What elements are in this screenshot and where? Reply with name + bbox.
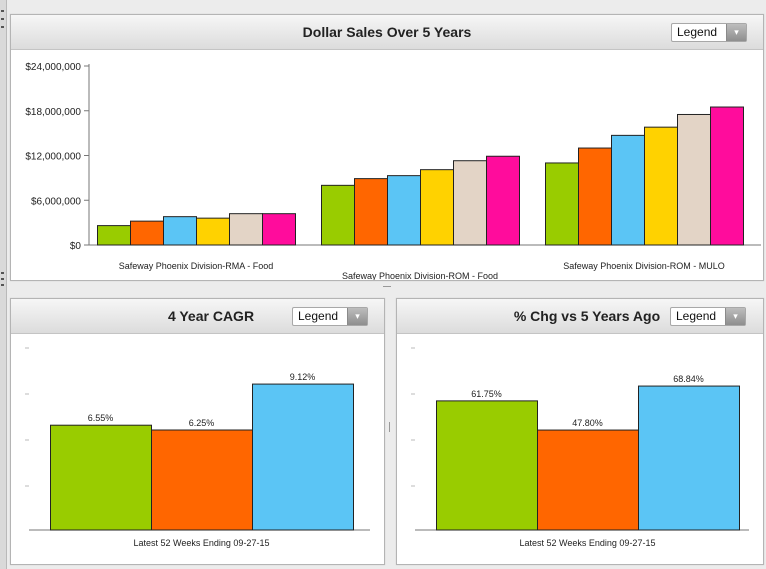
y-tick-label: $0	[70, 241, 82, 252]
edge-grip-mark	[1, 26, 4, 28]
dollar-sales-chart: $0 $6,000,000 $12,000,000 $18,000,000 $24,00…	[25, 62, 761, 280]
bar-1-4	[196, 217, 230, 246]
edge-grip-mark	[1, 10, 4, 12]
legend-dropdown[interactable]: Legend ▾	[292, 307, 368, 326]
bar-2-6	[486, 155, 520, 246]
legend-dropdown-label: Legend	[677, 25, 718, 39]
bar-2	[151, 429, 253, 531]
dollar-sales-panel: Dollar Sales Over 5 Years Legend ▾ $0 $6,…	[10, 14, 764, 281]
edge-grip-mark	[1, 278, 4, 280]
data-label: 9.12%	[290, 372, 316, 382]
bar-2-1	[321, 184, 355, 246]
panel-header: Dollar Sales Over 5 Years Legend ▾	[11, 15, 763, 50]
cagr-panel: 4 Year CAGR Legend ▾ 6.55% 6.25% 9.12% Late…	[10, 298, 385, 565]
bar-2-5	[453, 160, 487, 246]
bar-3	[638, 385, 740, 531]
pct-chg-panel: % Chg vs 5 Years Ago Legend ▾ 61.75% 47.8…	[396, 298, 764, 565]
legend-dropdown-label: Legend	[298, 309, 339, 323]
chevron-down-icon: ▾	[725, 308, 745, 325]
category-label: Safeway Phoenix Division-ROM - Food	[342, 271, 498, 280]
x-axis-label: Latest 52 Weeks Ending 09-27-15	[134, 538, 270, 548]
legend-dropdown[interactable]: Legend ▾	[670, 307, 746, 326]
legend-dropdown-label: Legend	[676, 309, 717, 323]
legend-dropdown[interactable]: Legend ▾	[671, 23, 747, 42]
bar-3-2	[578, 147, 612, 246]
bar-3-3	[611, 134, 645, 246]
panel-splitter[interactable]	[389, 422, 390, 432]
bar-3	[252, 383, 354, 531]
bar-1-5	[229, 213, 263, 246]
data-label: 6.25%	[189, 418, 215, 428]
bar-2	[537, 429, 639, 531]
cagr-chart: 6.55% 6.25% 9.12% Latest 52 Weeks Ending 09…	[25, 347, 370, 548]
bar-1-2	[130, 220, 164, 246]
data-label: 61.75%	[471, 389, 502, 399]
chevron-down-icon: ▾	[726, 24, 746, 41]
data-label: 6.55%	[88, 413, 114, 423]
panel-header: % Chg vs 5 Years Ago Legend ▾	[397, 299, 763, 334]
bar-2-4	[420, 169, 454, 246]
edge-grip-mark	[1, 284, 4, 286]
bar-3-4	[644, 126, 678, 246]
data-label: 68.84%	[673, 374, 704, 384]
panel-title: % Chg vs 5 Years Ago	[513, 308, 661, 324]
bar-1-1	[97, 225, 131, 246]
y-tick-label: $6,000,000	[31, 196, 81, 207]
data-label: 47.80%	[572, 418, 603, 428]
y-tick-label: $24,000,000	[25, 62, 81, 73]
y-tick-label: $18,000,000	[25, 107, 81, 118]
pct-chg-chart: 61.75% 47.80% 68.84% Latest 52 Weeks Ending…	[411, 347, 749, 548]
bar-2-3	[387, 175, 421, 246]
bar-3-1	[545, 162, 579, 246]
bar-3-5	[677, 113, 711, 246]
bar-1	[436, 400, 538, 531]
bar-1-3	[163, 216, 197, 246]
bar-3-6	[710, 106, 744, 246]
panel-title: 4 Year CAGR	[167, 308, 255, 324]
panel-splitter[interactable]	[383, 286, 391, 287]
bar-1-6	[262, 213, 296, 246]
x-axis-label: Latest 52 Weeks Ending 09-27-15	[520, 538, 656, 548]
panel-title: Dollar Sales Over 5 Years	[302, 24, 472, 40]
window-left-edge	[0, 0, 7, 569]
bar-2-2	[354, 178, 388, 246]
chevron-down-icon: ▾	[347, 308, 367, 325]
edge-grip-mark	[1, 272, 4, 274]
bar-1	[50, 424, 152, 531]
y-tick-label: $12,000,000	[25, 152, 81, 163]
panel-header: 4 Year CAGR Legend ▾	[11, 299, 384, 334]
edge-grip-mark	[1, 18, 4, 20]
category-label: Safeway Phoenix Division-RMA - Food	[119, 261, 274, 271]
category-label: Safeway Phoenix Division-ROM - MULO	[563, 261, 725, 271]
